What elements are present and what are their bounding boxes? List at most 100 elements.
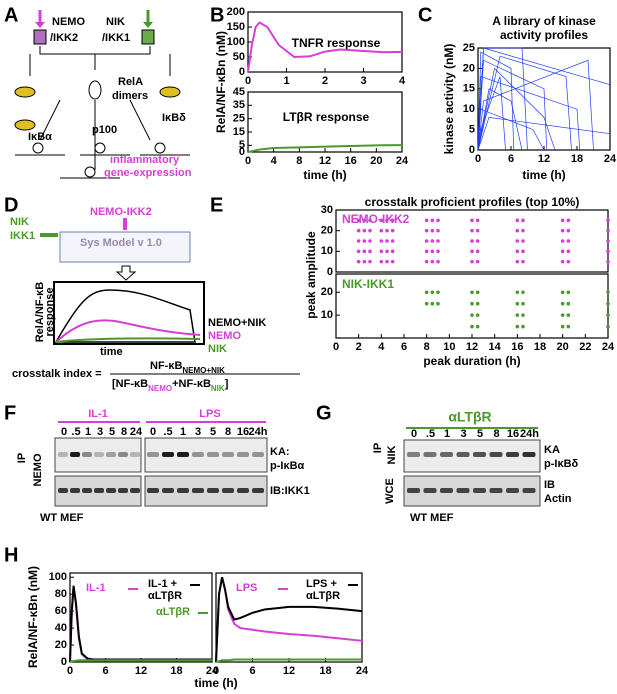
schematic-curve — [55, 337, 201, 343]
point — [356, 218, 361, 223]
point — [521, 290, 525, 295]
y-tick-label: 20 — [463, 62, 475, 74]
response-box — [53, 281, 205, 345]
panel-label: H — [4, 544, 18, 566]
band — [162, 488, 174, 493]
x-tick-label: 24 — [396, 155, 409, 167]
series-line — [477, 55, 572, 151]
band — [207, 452, 219, 457]
band — [473, 488, 486, 493]
x-tick-label: 6 — [102, 665, 108, 677]
label: RelA — [118, 76, 143, 88]
blot-f: IL-1 LPS IP NEMO KA: p-IκBα IB:IKK1 WT M… — [16, 408, 310, 524]
point — [521, 239, 525, 243]
band — [407, 452, 420, 457]
point — [560, 301, 565, 306]
band — [192, 452, 204, 457]
label: KA — [544, 444, 560, 456]
band — [94, 488, 104, 493]
point — [430, 228, 435, 233]
x-tick-label: 24 — [206, 665, 219, 677]
point — [379, 228, 384, 233]
band — [252, 452, 264, 457]
point — [475, 313, 480, 317]
series-line — [69, 659, 212, 663]
label: Actin — [544, 493, 572, 505]
band — [489, 452, 503, 457]
x-tick-label: 0 — [245, 75, 251, 87]
ikb-icon — [159, 86, 181, 98]
y-tick-label: 25 — [463, 42, 475, 54]
point — [424, 218, 429, 223]
point — [424, 259, 429, 264]
band — [58, 452, 68, 457]
label: IB — [544, 479, 555, 491]
band — [222, 452, 234, 457]
point — [470, 249, 474, 254]
band — [440, 452, 453, 457]
point — [606, 249, 610, 254]
point — [368, 228, 372, 233]
point — [515, 228, 520, 233]
point — [430, 218, 435, 223]
legend-label: IL-1 + — [148, 578, 177, 590]
point — [436, 239, 440, 243]
label: WT MEF — [40, 512, 84, 524]
point — [430, 249, 435, 254]
lane-label: 3 — [195, 426, 201, 438]
label: dimers — [112, 90, 148, 102]
point — [368, 249, 372, 254]
point — [521, 259, 525, 264]
y-tick-label: 5 — [469, 124, 475, 136]
x-tick-label: 18 — [319, 665, 331, 677]
point — [566, 301, 571, 306]
band — [456, 452, 470, 457]
lane-label: 24 — [130, 426, 143, 438]
x-tick-label: 24 — [604, 153, 617, 165]
axis-label: time — [100, 346, 123, 358]
legend-label: NIK — [208, 343, 227, 355]
formula: NF-κBNEMO+NIK — [150, 360, 225, 375]
point — [566, 259, 571, 264]
lane-label: 1 — [444, 428, 450, 440]
lane-label: 1 — [180, 426, 186, 438]
lane-label: 1 — [85, 426, 91, 438]
point — [390, 228, 395, 233]
band — [106, 452, 116, 457]
label: IκBα — [28, 131, 52, 143]
y-tick-label: 0 — [239, 66, 245, 78]
label: IP — [372, 443, 384, 453]
annotation: TNFR response — [292, 36, 381, 50]
point — [362, 249, 367, 254]
axis-label: RelA/NF-κB — [34, 282, 46, 343]
series-line — [247, 21, 403, 73]
point — [475, 228, 480, 233]
treatment-label: IL-1 — [88, 408, 108, 420]
point — [430, 259, 435, 264]
x-tick-label: 20 — [370, 155, 382, 167]
lane-label: 0 — [150, 426, 156, 438]
point — [560, 313, 565, 317]
x-tick-label: 6 — [508, 153, 514, 165]
band — [237, 488, 249, 493]
point — [606, 259, 610, 264]
point — [560, 259, 565, 264]
legend-label: αLTβR — [306, 590, 340, 602]
x-axis-label: time (h) — [303, 168, 346, 182]
label: gene-expression — [104, 167, 192, 179]
diagram-a: NEMO /IKK2 NIK /IKK1 RelA dimers IκBδ Iκ… — [14, 10, 192, 179]
series-line — [215, 658, 362, 663]
legend-label: IL-1 — [86, 582, 106, 594]
chart-title: A library of kinase — [492, 14, 596, 28]
x-tick-label: 12 — [538, 153, 550, 165]
point — [560, 218, 565, 223]
y-tick-label: 15 — [463, 83, 475, 95]
label: NIK — [386, 445, 398, 464]
band — [147, 488, 159, 493]
x-tick-label: 12 — [319, 155, 331, 167]
point — [566, 290, 571, 295]
lane-label: 8 — [225, 426, 231, 438]
point — [436, 259, 440, 264]
formula-part: +NF-κB — [172, 378, 211, 390]
point — [379, 249, 384, 254]
